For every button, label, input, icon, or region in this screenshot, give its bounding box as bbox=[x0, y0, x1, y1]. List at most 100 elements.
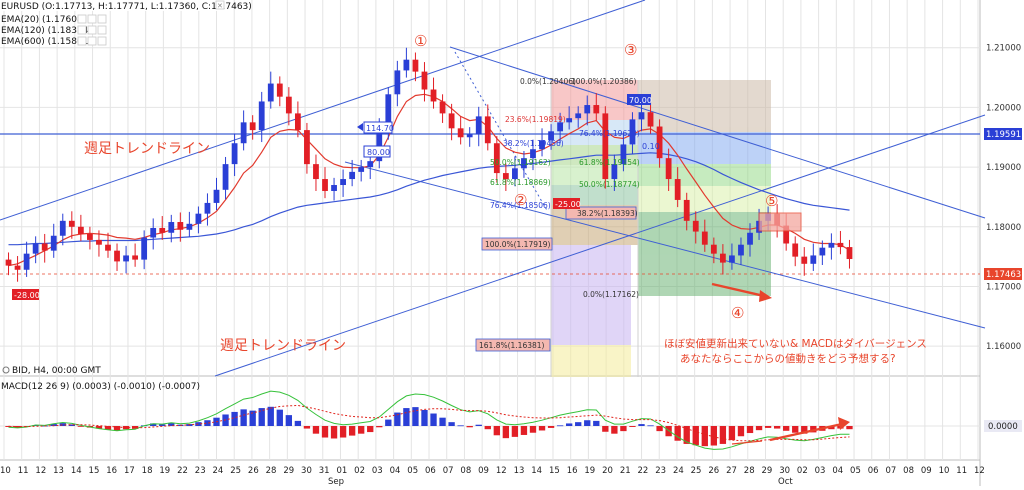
candle-body-22 bbox=[204, 202, 211, 214]
divergence-arrows bbox=[711, 282, 850, 445]
ema-edit-buttons[interactable] bbox=[77, 14, 107, 46]
candle-38 bbox=[349, 159, 356, 187]
time-tick-2: 12 bbox=[35, 466, 46, 476]
candle-2 bbox=[23, 241, 30, 277]
count-tag-6: 0.10 bbox=[642, 142, 660, 151]
candle-37 bbox=[340, 169, 346, 197]
macd-bar-76 bbox=[692, 426, 699, 446]
candle-body-54 bbox=[493, 143, 500, 174]
tag-arrow-1 bbox=[357, 123, 363, 131]
macd-bar-88 bbox=[801, 426, 808, 434]
candle-89 bbox=[810, 243, 817, 271]
candle-body-39 bbox=[358, 167, 365, 172]
ema20-close-button[interactable] bbox=[97, 14, 107, 24]
candle-body-44 bbox=[403, 59, 410, 71]
candle-48 bbox=[439, 94, 446, 123]
candle-body-59 bbox=[539, 140, 545, 150]
ema600-close-button[interactable] bbox=[97, 36, 107, 46]
candle-43 bbox=[394, 60, 401, 107]
macd-line bbox=[8, 390, 850, 450]
time-tick-9: 19 bbox=[159, 466, 170, 476]
candle-body-67 bbox=[611, 164, 618, 180]
candle-56 bbox=[512, 156, 518, 187]
time-tick-33: 19 bbox=[584, 466, 595, 476]
macd-bar-53 bbox=[484, 426, 491, 430]
candle-68 bbox=[620, 132, 627, 172]
candle-4 bbox=[41, 233, 48, 263]
time-tick-29: 13 bbox=[514, 466, 525, 476]
macd-bar-47 bbox=[430, 413, 437, 426]
candle-body-25 bbox=[231, 143, 238, 165]
time-tick-15: 28 bbox=[266, 466, 277, 476]
macd-bar-28 bbox=[258, 408, 265, 426]
candle-body-19 bbox=[177, 222, 184, 230]
header-close-buttons[interactable]: ✕ bbox=[215, 0, 225, 10]
macd-bar-67 bbox=[611, 426, 618, 434]
arrow-macd bbox=[769, 422, 843, 442]
candle-body-0 bbox=[5, 259, 12, 266]
candle-27 bbox=[249, 115, 256, 140]
macd-bar-33 bbox=[303, 426, 311, 429]
price-tick-2: 1.19000 bbox=[986, 163, 1021, 173]
macd-bar-25 bbox=[231, 411, 238, 426]
time-tick-21: 03 bbox=[372, 466, 383, 476]
macd-bar-50 bbox=[457, 425, 464, 427]
header-close-button[interactable] bbox=[215, 0, 225, 10]
price-tick-0: 1.21000 bbox=[986, 44, 1021, 54]
candle-81 bbox=[738, 237, 744, 265]
candle-body-31 bbox=[285, 96, 292, 114]
ema120-close-button[interactable] bbox=[97, 25, 107, 35]
arrow-price bbox=[711, 282, 765, 298]
candle-28 bbox=[258, 91, 265, 143]
candle-9 bbox=[87, 226, 93, 250]
candle-body-86 bbox=[783, 225, 790, 244]
candle-63 bbox=[575, 106, 582, 128]
close-icon[interactable]: ✕ bbox=[217, 2, 223, 10]
time-tick-46: 03 bbox=[815, 466, 826, 476]
candle-body-27 bbox=[249, 122, 256, 131]
time-tick-55: 12 bbox=[974, 466, 985, 476]
macd-bar-74 bbox=[674, 426, 681, 441]
fib-b-618: 61.8%(1.19154) bbox=[579, 158, 640, 167]
ema120-line bbox=[8, 152, 850, 246]
level-tag-bg bbox=[984, 128, 1022, 140]
candle-body-5 bbox=[50, 235, 57, 251]
candle-body-47 bbox=[430, 89, 437, 102]
time-tick-37: 23 bbox=[655, 466, 666, 476]
candle-64 bbox=[584, 95, 591, 126]
ema120-edit-button[interactable] bbox=[77, 25, 87, 35]
marker-1: ① bbox=[414, 32, 427, 50]
candle-body-3 bbox=[32, 243, 39, 254]
fib-a-618: 61.8%(1.18869) bbox=[490, 178, 551, 187]
ema120-settings-button[interactable] bbox=[87, 25, 97, 35]
price-tick-1: 1.20000 bbox=[986, 103, 1021, 113]
candle-body-73 bbox=[665, 158, 672, 180]
fib-zone-a bbox=[551, 80, 638, 377]
candle-36 bbox=[331, 177, 337, 201]
candle-35 bbox=[322, 167, 328, 199]
candle-44 bbox=[403, 47, 410, 78]
ema600-edit-button[interactable] bbox=[77, 36, 87, 46]
candle-body-13 bbox=[123, 255, 129, 262]
fib-a-band-1 bbox=[551, 80, 638, 120]
candle-body-32 bbox=[294, 113, 301, 131]
time-tick-34: 20 bbox=[602, 466, 613, 476]
candle-31 bbox=[285, 87, 292, 126]
macd-bar-12 bbox=[113, 426, 121, 431]
ema20-settings-button[interactable] bbox=[87, 14, 97, 24]
candle-3 bbox=[32, 236, 39, 264]
time-tick-12: 24 bbox=[213, 466, 224, 476]
macd-bar-85 bbox=[773, 426, 781, 429]
candle-61 bbox=[557, 112, 564, 144]
candle-body-93 bbox=[846, 247, 853, 260]
candle-body-18 bbox=[168, 222, 175, 233]
macd-bar-31 bbox=[285, 415, 293, 426]
macd-bar-83 bbox=[755, 426, 763, 431]
macd-bar-57 bbox=[520, 426, 528, 435]
ema20-edit-button[interactable] bbox=[77, 14, 87, 24]
tag-box-5 bbox=[627, 94, 651, 105]
fib-b-50: 50.0%(1.18774) bbox=[579, 180, 640, 189]
ema600-settings-button[interactable] bbox=[87, 36, 97, 46]
macd-bar-29 bbox=[267, 406, 274, 426]
